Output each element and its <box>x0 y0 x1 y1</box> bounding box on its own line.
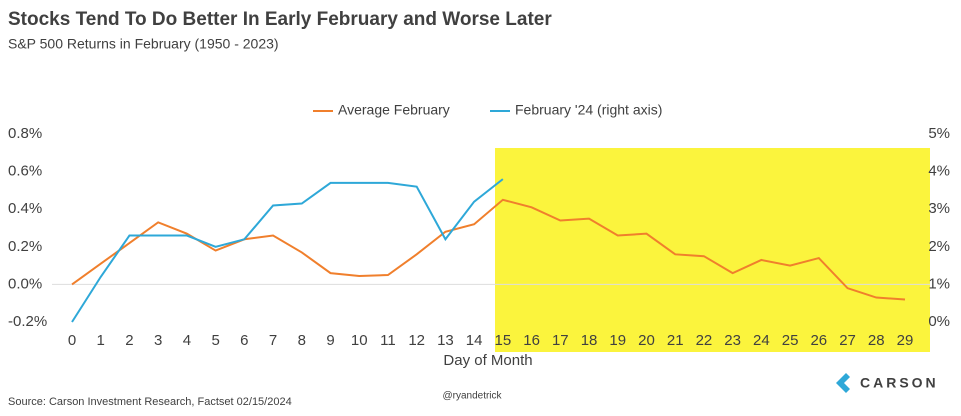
y2-tick-label: 0% <box>928 313 950 330</box>
y-tick-label: 0.6% <box>8 163 42 180</box>
y2-tick-label: 3% <box>928 200 950 217</box>
x-tick-label: 23 <box>724 332 741 349</box>
y2-tick-label: 2% <box>928 238 950 255</box>
x-tick-label: 12 <box>408 332 425 349</box>
handle: @ryandetrick <box>442 391 502 402</box>
x-tick-label: 15 <box>495 332 512 349</box>
x-axis-label: Day of Month <box>443 352 532 369</box>
y-tick-label: 0.8% <box>8 125 42 142</box>
x-tick-label: 4 <box>183 332 191 349</box>
logo-icon <box>836 373 850 393</box>
x-tick-label: 11 <box>380 332 396 349</box>
x-tick-label: 27 <box>839 332 856 349</box>
x-tick-label: 19 <box>609 332 626 349</box>
x-tick-label: 5 <box>211 332 219 349</box>
x-tick-label: 17 <box>552 332 569 349</box>
x-tick-label: 6 <box>240 332 248 349</box>
x-tick-label: 29 <box>897 332 914 349</box>
series-line <box>71 198 906 301</box>
logo: CARSON <box>860 375 939 391</box>
x-tick-label: 1 <box>97 332 105 349</box>
y-tick-label: -0.2% <box>8 313 47 330</box>
y-tick-label: 0.4% <box>8 200 42 217</box>
x-tick-label: 25 <box>782 332 799 349</box>
x-tick-label: 2 <box>125 332 133 349</box>
y-tick-label: 0.2% <box>8 238 42 255</box>
x-tick-label: 3 <box>154 332 162 349</box>
y2-tick-label: 5% <box>928 125 950 142</box>
x-tick-label: 26 <box>810 332 827 349</box>
source: Source: Carson Investment Research, Fact… <box>8 396 292 408</box>
x-tick-label: 22 <box>696 332 713 349</box>
x-tick-label: 21 <box>667 332 684 349</box>
x-tick-label: 20 <box>638 332 655 349</box>
x-tick-label: 0 <box>68 332 76 349</box>
chart-title: Stocks Tend To Do Better In Early Februa… <box>8 9 552 30</box>
legend-label: Average February <box>338 102 450 118</box>
y2-tick-label: 1% <box>928 275 950 292</box>
y-tick-label: 0.0% <box>8 275 42 292</box>
x-tick-label: 13 <box>437 332 454 349</box>
highlight-region <box>495 148 930 352</box>
x-tick-label: 18 <box>581 332 598 349</box>
x-tick-label: 16 <box>523 332 540 349</box>
x-tick-label: 7 <box>269 332 277 349</box>
x-tick-label: 28 <box>868 332 885 349</box>
x-tick-label: 10 <box>351 332 368 349</box>
series-line <box>71 178 504 323</box>
chart-subtitle: S&P 500 Returns in February (1950 - 2023… <box>8 36 279 52</box>
x-tick-label: 9 <box>326 332 334 349</box>
x-tick-label: 8 <box>298 332 306 349</box>
x-tick-label: 24 <box>753 332 770 349</box>
legend-label: February '24 (right axis) <box>515 102 662 118</box>
y2-tick-label: 4% <box>928 163 950 180</box>
x-tick-label: 14 <box>466 332 483 349</box>
